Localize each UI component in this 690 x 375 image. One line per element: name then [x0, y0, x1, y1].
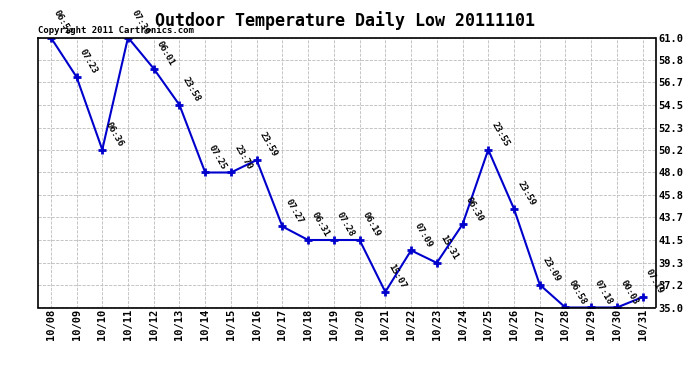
Text: 06:36: 06:36 [104, 120, 125, 148]
Text: 23:59: 23:59 [258, 131, 279, 159]
Text: Copyright 2011 Cartronics.com: Copyright 2011 Cartronics.com [38, 26, 194, 35]
Text: 07:23: 07:23 [78, 48, 99, 76]
Text: 23:58: 23:58 [181, 76, 202, 104]
Text: 07:25: 07:25 [206, 143, 228, 171]
Text: 23:55: 23:55 [490, 120, 511, 148]
Text: 00:03: 00:03 [618, 278, 640, 306]
Text: 06:30: 06:30 [464, 195, 485, 223]
Text: 07:28: 07:28 [335, 211, 357, 238]
Text: 23:59: 23:59 [515, 180, 537, 207]
Text: Outdoor Temperature Daily Low 20111101: Outdoor Temperature Daily Low 20111101 [155, 11, 535, 30]
Text: 07:18: 07:18 [593, 278, 614, 306]
Text: 06:31: 06:31 [310, 211, 331, 238]
Text: 07:19: 07:19 [644, 268, 665, 296]
Text: 06:58: 06:58 [52, 8, 73, 36]
Text: 23:09: 23:09 [541, 255, 562, 283]
Text: 15:31: 15:31 [438, 234, 460, 261]
Text: 06:58: 06:58 [566, 278, 588, 306]
Text: 07:09: 07:09 [413, 221, 434, 249]
Text: 15:07: 15:07 [386, 263, 408, 291]
Text: 06:01: 06:01 [155, 39, 177, 67]
Text: 07:27: 07:27 [284, 197, 305, 225]
Text: 06:19: 06:19 [361, 211, 382, 238]
Text: 23:70: 23:70 [233, 143, 253, 171]
Text: 07:36: 07:36 [130, 8, 150, 36]
